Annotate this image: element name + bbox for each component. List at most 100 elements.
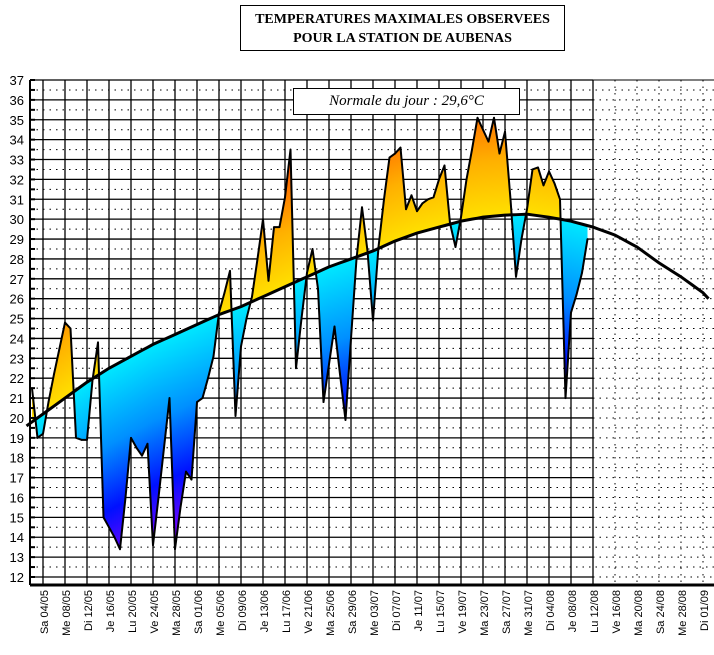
below-normal-fill	[108, 368, 111, 550]
above-normal-fill	[172, 176, 175, 336]
x-tick-label: Je 11/07	[413, 590, 425, 631]
y-tick-label: 37	[10, 73, 24, 88]
below-normal-fill	[188, 328, 191, 547]
observed-point	[328, 363, 330, 366]
below-normal-fill	[556, 218, 559, 438]
observed-point	[482, 128, 484, 131]
observed-point	[185, 470, 187, 473]
above-normal-fill	[202, 162, 205, 322]
above-normal-fill	[308, 117, 311, 276]
x-tick-label: Ve 19/07	[457, 590, 469, 633]
observed-point	[80, 438, 83, 441]
above-normal-fill	[154, 184, 157, 344]
observed-point	[223, 291, 226, 294]
above-normal-fill	[216, 156, 219, 316]
y-tick-label: 32	[10, 172, 24, 187]
x-tick-label: Sa 29/06	[347, 590, 359, 634]
below-normal-fill	[180, 331, 183, 550]
above-normal-fill	[520, 117, 523, 215]
above-normal-fill	[62, 240, 65, 400]
below-normal-fill	[412, 234, 415, 454]
y-tick-label: 22	[10, 371, 24, 386]
below-normal-fill	[178, 332, 181, 550]
below-normal-fill	[210, 318, 213, 537]
above-normal-fill	[116, 204, 119, 364]
above-normal-fill	[496, 117, 499, 216]
observed-point	[102, 516, 105, 519]
below-normal-fill	[356, 256, 359, 476]
below-normal-fill	[480, 217, 483, 437]
above-normal-fill	[300, 120, 303, 280]
below-normal-fill	[190, 327, 193, 546]
above-normal-fill	[272, 133, 275, 293]
below-normal-fill	[496, 215, 499, 435]
y-tick-label: 31	[10, 192, 24, 207]
below-normal-fill	[270, 293, 273, 512]
above-normal-fill	[186, 170, 189, 330]
normal-annotation: Normale du jour : 29,6°C	[293, 88, 520, 115]
observed-point	[36, 436, 39, 439]
above-normal-fill	[38, 257, 41, 417]
below-normal-fill	[390, 242, 393, 462]
below-normal-fill	[276, 290, 279, 510]
below-normal-fill	[446, 224, 449, 444]
below-normal-fill	[198, 323, 201, 543]
below-normal-fill	[182, 330, 185, 550]
below-normal-fill	[396, 240, 399, 459]
above-normal-fill	[122, 201, 125, 361]
y-tick-label: 17	[10, 471, 24, 486]
below-normal-fill	[248, 303, 251, 522]
above-normal-fill	[580, 117, 583, 224]
below-normal-fill	[156, 342, 159, 550]
y-tick-label: 13	[10, 550, 24, 565]
above-normal-fill	[114, 205, 117, 366]
above-normal-fill	[346, 117, 349, 261]
below-normal-fill	[184, 329, 187, 549]
observed-point	[372, 319, 374, 322]
above-normal-fill	[90, 220, 93, 380]
below-normal-fill	[186, 329, 189, 548]
below-normal-fill	[524, 214, 527, 433]
above-normal-fill	[390, 117, 393, 243]
observed-point	[383, 198, 385, 201]
above-normal-fill	[206, 160, 209, 321]
below-normal-fill	[116, 363, 119, 550]
observed-point	[542, 184, 545, 187]
below-normal-fill	[82, 385, 85, 550]
above-normal-fill	[242, 146, 245, 306]
above-normal-fill	[40, 256, 43, 416]
observed-point	[548, 170, 550, 173]
observed-point	[69, 327, 72, 330]
below-normal-fill	[206, 320, 209, 539]
observed-point	[350, 337, 352, 340]
below-normal-fill	[32, 421, 35, 550]
below-normal-fill	[362, 254, 365, 474]
below-normal-fill	[124, 359, 127, 550]
above-normal-fill	[236, 149, 239, 309]
below-normal-fill	[324, 268, 327, 488]
above-normal-fill	[554, 117, 557, 219]
below-normal-fill	[84, 383, 87, 550]
below-normal-fill	[256, 299, 259, 519]
y-tick-label: 18	[10, 451, 24, 466]
below-normal-fill	[176, 333, 179, 550]
observed-point	[504, 130, 506, 133]
below-normal-fill	[452, 223, 455, 442]
observed-point	[289, 148, 292, 151]
below-normal-fill	[402, 238, 405, 457]
observed-point	[113, 536, 116, 539]
observed-point	[196, 401, 198, 403]
below-normal-fill	[142, 349, 145, 550]
above-normal-fill	[388, 117, 391, 244]
below-normal-fill	[578, 223, 581, 442]
x-tick-label: Je 08/08	[567, 590, 579, 632]
x-tick-label: Di 07/07	[391, 590, 403, 631]
below-normal-fill	[254, 300, 257, 519]
below-normal-fill	[160, 340, 163, 550]
above-normal-fill	[488, 117, 491, 217]
x-tick-label: Di 01/09	[699, 590, 711, 631]
above-normal-fill	[502, 117, 505, 216]
below-normal-fill	[360, 255, 363, 474]
above-normal-fill	[278, 130, 281, 290]
above-normal-fill	[568, 117, 571, 221]
